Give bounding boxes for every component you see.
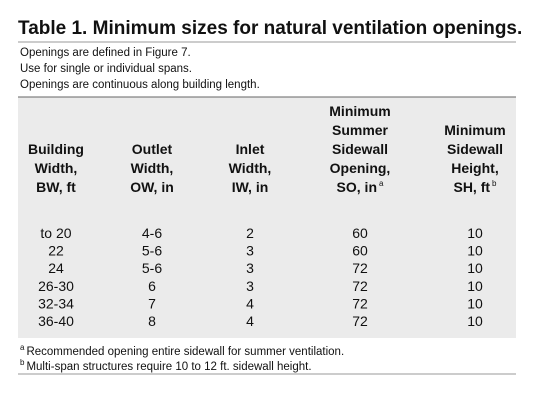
footnote: a Recommended opening entire sidewall for… bbox=[20, 343, 344, 358]
column-header: SH, ft b bbox=[453, 179, 497, 195]
table-cell: 2 bbox=[246, 225, 254, 241]
header-line: Opening, bbox=[330, 160, 391, 176]
header-line: Width, bbox=[35, 160, 78, 176]
footnote-text: Multi-span structures require 10 to 12 f… bbox=[26, 361, 311, 373]
table-cell: 60 bbox=[352, 243, 368, 259]
table-cell: 10 bbox=[467, 295, 483, 311]
table-cell: 32-34 bbox=[38, 295, 74, 311]
table-cell: 8 bbox=[148, 313, 156, 329]
column-header: Width, bbox=[35, 160, 78, 176]
table-cell: 72 bbox=[352, 260, 368, 276]
table-cell: 60 bbox=[352, 225, 368, 241]
footnote-mark: a bbox=[20, 343, 25, 352]
table-cell: 6 bbox=[148, 278, 156, 294]
header-line: SH, ft bbox=[453, 179, 490, 195]
note: Openings are continuous along building l… bbox=[20, 79, 260, 91]
footnote-mark: b bbox=[20, 358, 25, 367]
column-header: Sidewall bbox=[447, 141, 503, 157]
table-cell: 10 bbox=[467, 313, 483, 329]
header-line: Height, bbox=[451, 160, 498, 176]
table-cell: 10 bbox=[467, 278, 483, 294]
table-cell: 10 bbox=[467, 243, 483, 259]
header-line: Width, bbox=[131, 160, 174, 176]
column-header: Summer bbox=[332, 122, 389, 138]
header-line: Minimum bbox=[444, 122, 505, 138]
header-line: Inlet bbox=[236, 141, 265, 157]
note: Openings are defined in Figure 7. bbox=[20, 47, 191, 59]
column-header: IW, in bbox=[232, 179, 269, 195]
header-line: Building bbox=[28, 141, 84, 157]
table-cell: 4 bbox=[246, 295, 254, 311]
column-header: OW, in bbox=[130, 179, 174, 195]
table-cell: 7 bbox=[148, 295, 156, 311]
table-cell: 72 bbox=[352, 313, 368, 329]
table-cell: 5-6 bbox=[142, 260, 162, 276]
header-line: Width, bbox=[229, 160, 272, 176]
column-header: Width, bbox=[229, 160, 272, 176]
table-cell: 3 bbox=[246, 278, 254, 294]
table-cell: 22 bbox=[48, 243, 64, 259]
table-cell: 5-6 bbox=[142, 243, 162, 259]
table-cell: 10 bbox=[467, 260, 483, 276]
table-cell: 72 bbox=[352, 295, 368, 311]
header-line: OW, in bbox=[130, 179, 174, 195]
superscript: b bbox=[492, 179, 497, 188]
column-header: Inlet bbox=[236, 141, 265, 157]
column-header: Height, bbox=[451, 160, 498, 176]
table-cell: 10 bbox=[467, 225, 483, 241]
note: Use for single or individual spans. bbox=[20, 63, 192, 75]
column-header: SO, in a bbox=[337, 179, 384, 195]
table-cell: 4 bbox=[246, 313, 254, 329]
table-cell: 72 bbox=[352, 278, 368, 294]
column-header: Minimum bbox=[444, 122, 505, 138]
table-background bbox=[18, 97, 516, 338]
table-cell: 3 bbox=[246, 260, 254, 276]
title: Table 1. Minimum sizes for natural venti… bbox=[18, 18, 522, 39]
table-cell: 26-30 bbox=[38, 278, 74, 294]
column-header: Minimum bbox=[329, 103, 390, 119]
table-cell: 3 bbox=[246, 243, 254, 259]
footnote-text: Recommended opening entire sidewall for … bbox=[26, 346, 344, 358]
column-header: Width, bbox=[131, 160, 174, 176]
column-header: Sidewall bbox=[332, 141, 388, 157]
header-line: SO, in bbox=[337, 179, 377, 195]
footnote: b Multi-span structures require 10 to 12 … bbox=[20, 358, 312, 373]
column-header: Outlet bbox=[132, 141, 173, 157]
column-header: Building bbox=[28, 141, 84, 157]
table-cell: 24 bbox=[48, 260, 64, 276]
column-header: BW, ft bbox=[36, 179, 76, 195]
column-header: Opening, bbox=[330, 160, 391, 176]
header-line: Outlet bbox=[132, 141, 173, 157]
superscript: a bbox=[379, 179, 384, 188]
table-cell: to 20 bbox=[40, 225, 71, 241]
header-line: Summer bbox=[332, 122, 389, 138]
header-line: Sidewall bbox=[447, 141, 503, 157]
table-cell: 4-6 bbox=[142, 225, 162, 241]
header-line: BW, ft bbox=[36, 179, 76, 195]
table-cell: 36-40 bbox=[38, 313, 74, 329]
header-line: Sidewall bbox=[332, 141, 388, 157]
header-line: IW, in bbox=[232, 179, 269, 195]
header-line: Minimum bbox=[329, 103, 390, 119]
